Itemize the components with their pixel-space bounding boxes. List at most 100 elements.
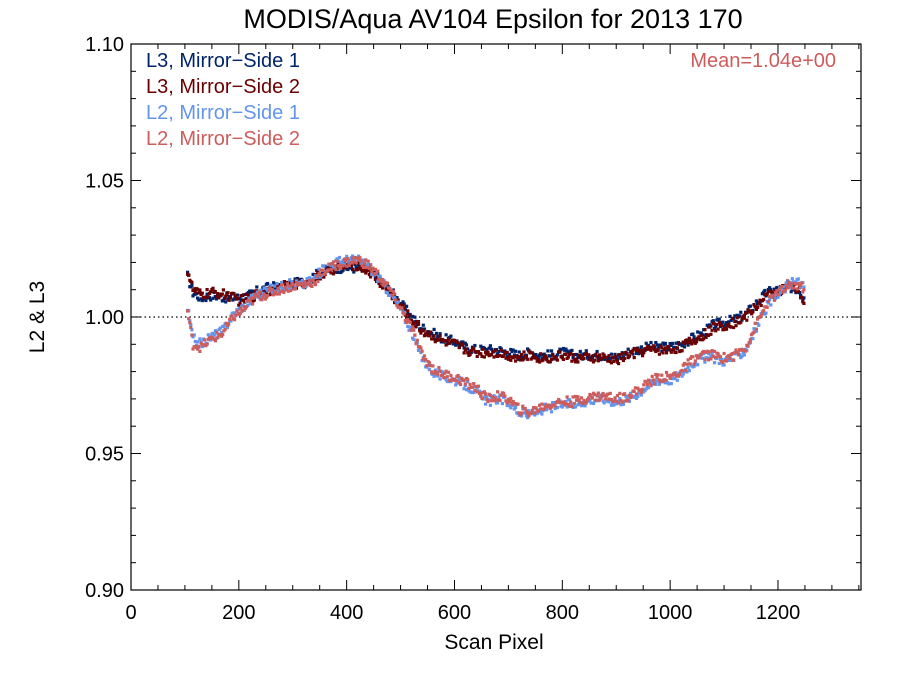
data-point [579,396,584,400]
data-point [614,402,618,406]
data-point [317,267,321,271]
data-point [642,383,646,387]
data-point [190,328,194,332]
data-point [462,346,466,350]
data-point [204,298,208,303]
data-point [401,303,405,307]
data-point [311,278,315,282]
data-point [735,316,739,320]
data-point [469,349,473,353]
data-point [682,361,687,366]
data-point [509,406,513,410]
data-point [492,355,496,359]
data-point [745,318,749,322]
data-point [714,329,718,333]
data-point [225,293,229,297]
data-point [676,342,681,346]
data-point [452,341,457,346]
data-point [492,399,496,403]
data-point [510,402,514,406]
data-point [675,378,679,382]
data-point [746,308,750,312]
data-point [728,356,732,360]
data-point [721,320,725,324]
data-point [523,406,527,411]
data-point [632,390,636,394]
data-point [712,349,717,353]
data-point [455,381,459,385]
data-point [266,294,270,298]
data-point [209,338,213,342]
data-point [419,331,423,335]
data-point [780,285,784,289]
data-point [393,292,397,296]
data-point [691,338,695,342]
data-point [706,358,711,362]
legend-item: L2, Mirror−Side 2 [146,128,300,150]
data-point [355,267,359,272]
data-point [186,270,190,274]
data-point [204,295,208,299]
data-point [517,350,521,354]
data-point [237,303,241,307]
data-point [414,325,418,329]
data-point [716,352,720,356]
data-point [734,348,738,352]
data-point [699,334,703,338]
data-point [538,360,542,364]
data-point [740,318,744,322]
data-point [601,399,605,403]
data-point [413,321,417,325]
data-point [188,319,192,323]
data-point [289,288,293,293]
data-point [211,331,215,335]
data-point [621,358,625,363]
data-point [524,409,528,413]
data-point [536,358,540,362]
series-4 [186,255,806,418]
data-point [751,310,755,314]
data-point [538,403,542,407]
data-point [730,316,734,320]
data-point [553,355,557,359]
data-point [247,296,251,300]
data-point [575,357,579,361]
data-point [486,399,490,404]
data-point [335,257,339,261]
data-point [607,400,611,404]
data-point [456,341,460,345]
data-point [421,323,425,327]
data-point [461,343,465,347]
data-point [609,361,613,365]
data-point [252,296,256,300]
data-point [649,384,653,388]
data-point [603,397,607,401]
data-point [682,342,687,346]
data-point [488,393,492,398]
data-point [673,377,677,381]
data-point [535,412,539,416]
data-point [364,258,368,262]
data-point [710,351,714,355]
data-point [576,360,580,364]
data-point [190,333,194,337]
data-point [776,295,780,299]
data-point [490,352,494,357]
data-point [502,391,506,395]
data-point [403,308,407,312]
data-point [200,345,204,349]
data-point [635,351,639,355]
data-point [533,413,537,417]
data-point [428,364,433,368]
data-point [288,280,292,284]
data-point [357,261,361,265]
data-point [225,326,229,330]
data-point [331,260,336,264]
data-point [480,354,484,358]
data-point [521,358,525,362]
data-point [333,264,337,268]
data-point [313,283,318,287]
data-point [578,400,582,405]
data-point [269,283,273,287]
data-point [655,343,659,347]
